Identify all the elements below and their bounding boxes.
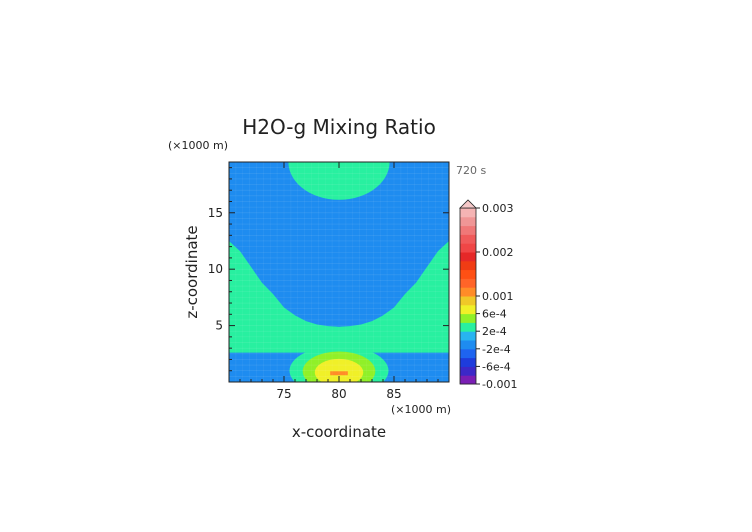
contour-region-top-cap xyxy=(288,162,390,200)
chart-title: H2O-g Mixing Ratio xyxy=(242,115,436,139)
colorbar-segment xyxy=(460,304,476,315)
colorbar-label: 0.001 xyxy=(482,290,514,303)
x-tick-label: 80 xyxy=(331,387,346,401)
colorbar-segment xyxy=(460,287,476,297)
colorbar-segment xyxy=(460,260,476,271)
colorbar-segment xyxy=(460,216,476,227)
colorbar-segment xyxy=(460,278,476,288)
colorbar-segment xyxy=(460,375,476,385)
colorbar-label: 0.002 xyxy=(482,246,514,259)
colorbar-segment xyxy=(460,313,476,323)
x-unit-label: (×1000 m) xyxy=(391,403,451,416)
y-tick-label: 5 xyxy=(215,319,223,333)
y-axis-label: z-coordinate xyxy=(183,225,201,318)
contour-region-peak-max xyxy=(330,371,348,376)
colorbar: 0.003 0.002 0.001 6e-4 2e-4 -2e-4 -6e-4 -0.001 xyxy=(459,199,517,391)
contour-region-blue-upper xyxy=(229,162,449,327)
x-tick-label: 75 xyxy=(276,387,291,401)
colorbar-segment xyxy=(460,208,476,218)
contour-region-peak-core xyxy=(314,358,364,382)
time-label: 720 s xyxy=(456,164,486,177)
colorbar-segment xyxy=(460,348,476,359)
colorbar-segment xyxy=(460,252,476,262)
colorbar-label: -0.001 xyxy=(482,378,517,391)
axis-ticks: 75 80 85 5 10 15 xyxy=(208,162,449,401)
x-axis-label: x-coordinate xyxy=(292,423,386,441)
colorbar-extend-arrow xyxy=(459,199,477,209)
contour-region-green-band xyxy=(229,240,449,353)
colorbar-segment xyxy=(460,269,476,279)
colorbar-segment xyxy=(460,331,476,341)
colorbar-segment xyxy=(460,243,476,253)
plot-area: 75 80 85 5 10 15 xyxy=(208,161,450,401)
colorbar-label: 0.003 xyxy=(482,202,514,215)
colorbar-label: -6e-4 xyxy=(482,360,511,373)
colorbar-segment xyxy=(460,225,476,235)
y-tick-label: 10 xyxy=(208,262,223,276)
contour-field xyxy=(229,162,449,382)
colorbar-segment xyxy=(460,340,476,350)
colorbar-segment xyxy=(460,322,476,332)
grid-hatch xyxy=(229,162,449,382)
colorbar-segment xyxy=(460,366,476,376)
y-unit-label: (×1000 m) xyxy=(168,139,228,152)
colorbar-segment xyxy=(460,357,476,367)
y-tick-label: 15 xyxy=(208,206,223,220)
colorbar-label: -2e-4 xyxy=(482,343,511,356)
colorbar-label: 2e-4 xyxy=(482,325,507,338)
x-tick-label: 85 xyxy=(386,387,401,401)
colorbar-label: 6e-4 xyxy=(482,308,507,321)
colorbar-segment xyxy=(460,296,476,306)
colorbar-segment xyxy=(460,234,476,244)
